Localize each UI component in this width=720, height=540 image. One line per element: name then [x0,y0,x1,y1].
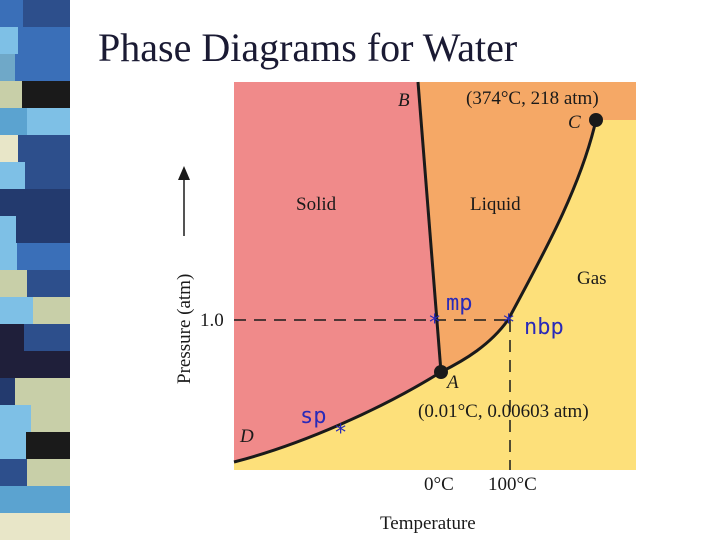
nbp-label: nbp [524,315,564,340]
x-axis-label: Temperature [380,513,476,534]
decorative-side-strip [0,0,70,540]
strip-cell [26,432,70,459]
solid-region [234,82,441,462]
liquid-region [418,82,636,372]
strip-cell [0,459,27,486]
vaporization-curve [440,119,598,374]
y-axis-arrow-icon [178,166,190,180]
triple-point-coordinates: (0.01°C, 0.00603 atm) [418,401,589,422]
sp-label: sp [300,404,327,429]
strip-cell [0,513,22,540]
point-A-label: A [445,372,459,393]
strip-cell [25,162,70,189]
strip-cell [15,189,70,216]
strip-cell [23,486,70,513]
strip-cell [18,135,70,162]
strip-cell [0,81,22,108]
point-C-label: C [568,112,581,133]
mp-label: mp [446,291,473,316]
mp-star-icon: * [428,311,441,336]
strip-cell [0,351,29,378]
x-tick-100C: 100°C [488,474,537,495]
strip-cell [0,378,15,405]
gas-label: Gas [577,268,607,289]
critical-point-C [589,113,603,127]
sublimation-curve [233,370,442,464]
strip-cell [27,270,70,297]
strip-cell [0,432,26,459]
strip-cell [15,378,70,405]
strip-cell [0,297,33,324]
strip-cell [0,270,27,297]
strip-cell [16,216,70,243]
strip-cell [33,297,70,324]
triple-point-A [434,365,448,379]
strip-cell [31,405,70,432]
nbp-star-icon: * [502,311,515,336]
strip-cell [0,486,23,513]
strip-cell [22,81,70,108]
strip-cell [0,54,15,81]
strip-cell [15,54,70,81]
strip-cell [0,243,17,270]
strip-cell [0,162,25,189]
y-axis-label: Pressure (atm) [174,274,195,384]
strip-cell [0,108,27,135]
strip-cell [24,324,70,351]
strip-cell [27,108,70,135]
strip-cell [23,0,70,27]
point-D-label: D [239,426,254,447]
strip-cell [17,243,70,270]
solid-label: Solid [296,194,337,215]
liquid-label: Liquid [470,194,521,215]
strip-cell [29,351,70,378]
critical-point-coordinates: (374°C, 218 atm) [466,88,599,109]
slide-title: Phase Diagrams for Water [98,25,518,70]
sp-star-icon: * [334,421,347,446]
strip-cell [0,135,18,162]
strip-cell [0,0,23,27]
x-tick-0C: 0°C [424,474,454,495]
strip-cell [18,27,70,54]
strip-cell [27,459,70,486]
point-B-label: B [398,90,410,111]
y-tick-1atm: 1.0 [200,310,224,331]
strip-cell [0,216,16,243]
strip-cell [0,189,15,216]
strip-cell [0,27,18,54]
strip-cell [22,513,70,540]
strip-cell [0,324,24,351]
melting-curve [416,81,443,373]
strip-cell [0,405,31,432]
